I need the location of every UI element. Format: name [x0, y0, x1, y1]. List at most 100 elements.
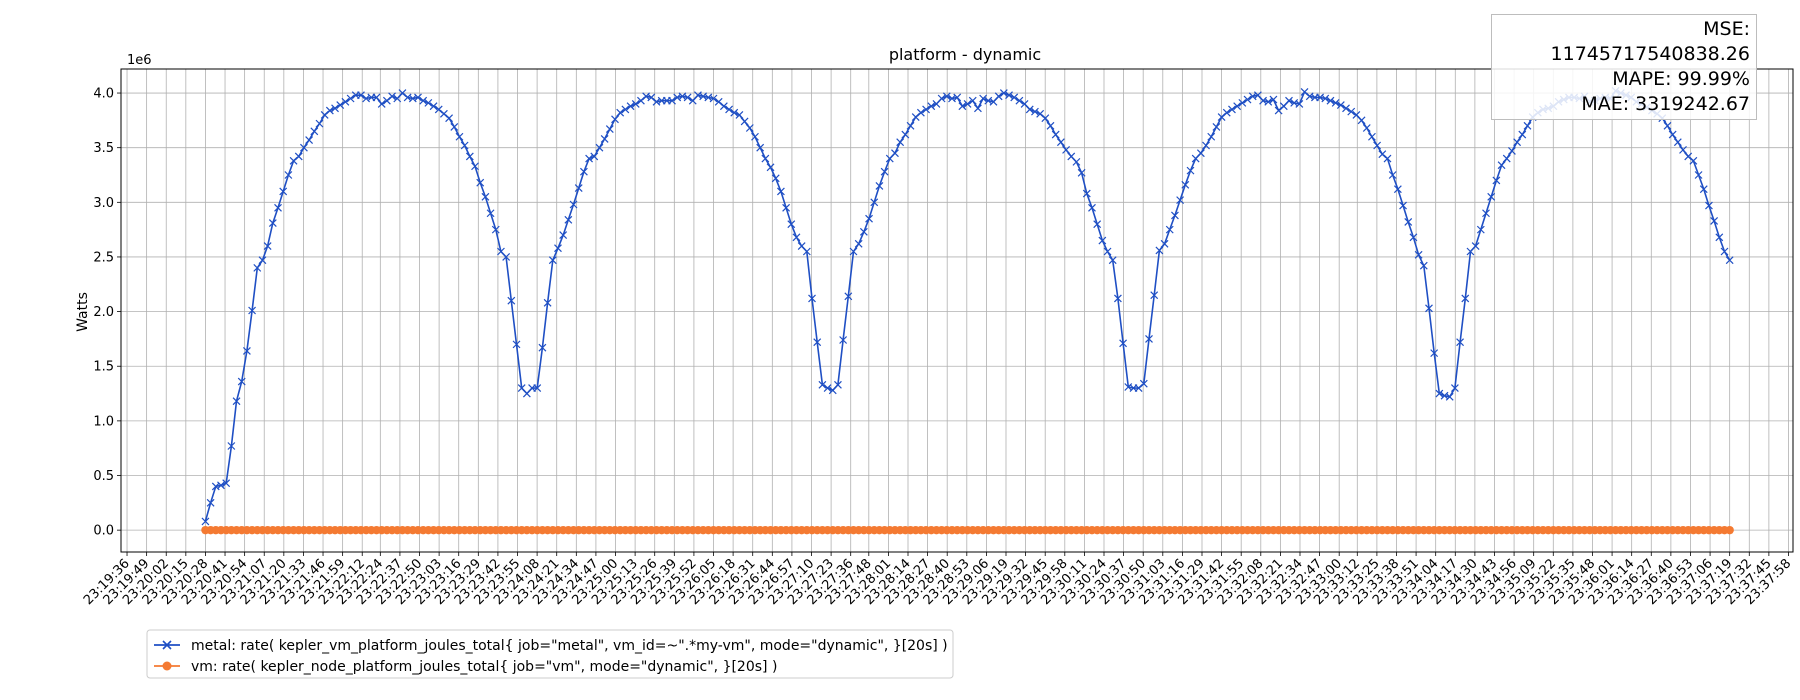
series-metal-point — [787, 220, 796, 229]
series-metal-point — [1233, 102, 1242, 111]
series-metal-point — [813, 338, 822, 347]
series-metal-point — [1357, 116, 1366, 125]
series-metal-point — [232, 397, 241, 406]
series-metal-point — [1663, 121, 1672, 130]
series-metal-point — [554, 244, 562, 253]
series-metal-point — [1041, 114, 1050, 123]
series-metal-point — [263, 242, 272, 250]
series-metal-point — [880, 167, 889, 176]
series-metal-point — [1098, 236, 1107, 245]
series-metal-point — [1393, 185, 1402, 194]
series-metal-point — [719, 102, 728, 111]
series-metal-point — [574, 184, 583, 193]
series-metal-point — [1321, 94, 1330, 103]
series-metal-point — [242, 347, 251, 355]
series-metal-point — [1383, 154, 1392, 163]
y-tick-label: 0.0 — [93, 524, 114, 539]
legend: metal: rate( kepler_vm_platform_joules_t… — [146, 629, 954, 679]
series-metal-point — [916, 108, 925, 117]
y-tick-label: 2.5 — [93, 250, 114, 265]
series-metal-point — [1139, 379, 1148, 388]
series-metal-point — [341, 97, 350, 106]
series-metal-point — [1425, 304, 1433, 313]
chart-title: platform - dynamic — [889, 45, 1041, 64]
series-metal-point — [481, 192, 490, 201]
legend-entry-metal: metal: rate( kepler_vm_platform_joules_t… — [154, 638, 948, 654]
series-metal-point — [1005, 91, 1013, 100]
series-metal-point — [1710, 216, 1719, 225]
series-metal-point — [414, 93, 422, 102]
series-metal-point — [870, 198, 879, 207]
series-metal-point — [1031, 107, 1039, 116]
series-metal-point — [1264, 97, 1273, 106]
series-metal-point — [1373, 141, 1382, 150]
series-metal-point — [1342, 104, 1350, 113]
y-tick-label: 2.0 — [93, 305, 114, 320]
series-metal-point — [465, 152, 474, 161]
series-metal-point — [1103, 247, 1112, 256]
series-metal-point — [1077, 168, 1086, 177]
legend-marker-vm — [162, 661, 172, 671]
series-metal-point — [1699, 185, 1708, 194]
series-metal-point — [1471, 242, 1480, 250]
series-metal-point — [1212, 122, 1221, 131]
series-metal-point — [253, 263, 262, 272]
series-metal-point — [300, 143, 308, 152]
series-metal-point — [844, 292, 853, 301]
series-vm — [201, 525, 1734, 535]
series-metal-point — [1062, 145, 1070, 154]
series-metal-point — [823, 384, 832, 393]
mae-value: MAE: 3319242.67 — [1581, 93, 1750, 115]
series-metal-point — [745, 124, 754, 132]
series-metal-point — [751, 132, 759, 141]
series-metal-point — [268, 219, 277, 228]
series-metal-point — [1295, 100, 1304, 108]
series-metal-point — [512, 340, 521, 349]
series-metal-point — [1150, 291, 1159, 300]
series-metal-point — [740, 117, 749, 126]
series-metal-point — [725, 105, 733, 114]
series-metal-point — [1409, 233, 1418, 242]
series-metal-point — [1502, 154, 1511, 163]
y-axis-label: Watts — [75, 292, 91, 332]
series-metal — [201, 86, 1734, 526]
series-metal-point — [994, 92, 1003, 101]
series-metal-point — [201, 517, 210, 526]
series-metal-point — [424, 98, 433, 107]
series-metal-point — [1419, 261, 1428, 270]
series-metal-point — [605, 125, 614, 134]
series-metal-point — [1414, 250, 1423, 259]
series-metal-point — [631, 100, 640, 108]
series-metal-point — [1435, 389, 1444, 398]
series-metal-point — [1207, 132, 1216, 141]
series-metal-point — [979, 94, 988, 103]
series-metal-point — [896, 138, 905, 147]
series-metal-point — [849, 247, 858, 256]
series-metal-point — [1492, 176, 1501, 185]
series-metal-point — [766, 163, 775, 172]
series-metal-point — [1051, 130, 1060, 139]
series-metal-point — [325, 106, 334, 115]
legend-entry-vm: vm: rate( kepler_node_platform_joules_to… — [154, 659, 777, 675]
plot-frame — [120, 68, 1794, 553]
series-metal-point — [579, 167, 588, 176]
series-metal-point — [808, 294, 816, 303]
series-metal-point — [761, 154, 770, 163]
series-metal-point — [1160, 239, 1169, 248]
series-metal-point — [310, 127, 319, 136]
series-metal-point — [1668, 130, 1677, 139]
series-metal-point — [388, 92, 396, 101]
series-metal-point — [1508, 147, 1516, 155]
series-metal-point — [1715, 233, 1724, 242]
series-metal-point — [1362, 124, 1371, 132]
series-metal-point — [585, 154, 594, 163]
y-tick-label: 1.0 — [93, 414, 114, 429]
series-metal-point — [1010, 93, 1019, 102]
series-metal-point — [1113, 294, 1122, 303]
y-axis-ticks: 0.0 0.5 1.0 1.5 2.0 2.5 3.0 3.5 4.0 — [93, 87, 121, 539]
series-metal-point — [1202, 141, 1210, 150]
series-metal-point — [237, 377, 246, 386]
series-metal-point — [1155, 246, 1164, 255]
series-metal-point — [709, 94, 718, 103]
